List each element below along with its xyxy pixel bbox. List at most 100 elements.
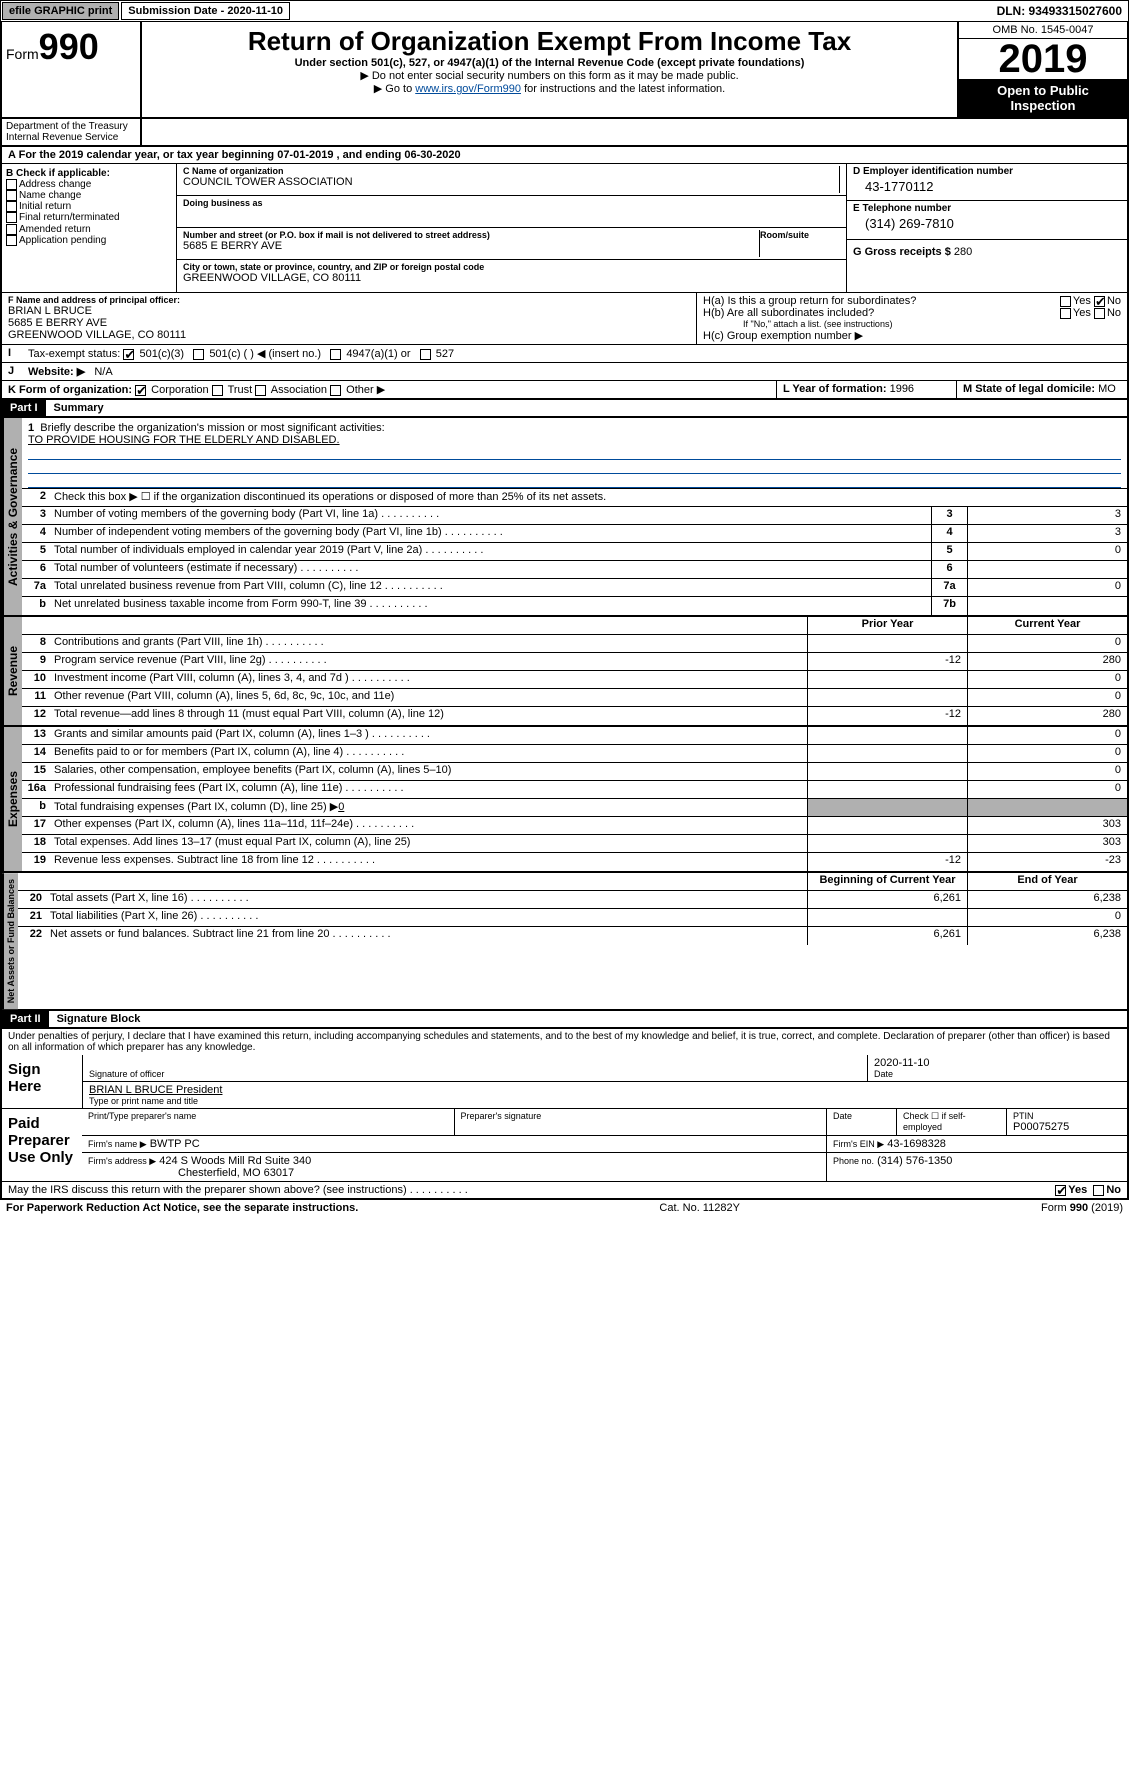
c9: 280 (967, 653, 1127, 670)
part-i-title: Summary (46, 400, 112, 416)
chk-discuss-yes[interactable] (1055, 1185, 1066, 1196)
dba-label: Doing business as (183, 198, 840, 208)
gross-receipts-label: G Gross receipts $ (853, 246, 951, 258)
part-i-header: Part I (2, 400, 46, 416)
ein-label: D Employer identification number (853, 166, 1121, 177)
line-i: I (8, 347, 28, 360)
firm-addr1: 424 S Woods Mill Rd Suite 340 (159, 1155, 311, 1167)
dept-treasury: Department of the Treasury Internal Reve… (2, 119, 142, 145)
part-ii-title: Signature Block (49, 1011, 149, 1027)
website: N/A (94, 366, 112, 378)
chk-final-return[interactable]: Final return/terminated (6, 212, 172, 223)
c13: 0 (967, 727, 1127, 744)
chk-trust[interactable] (212, 385, 223, 396)
dln: DLN: 93493315027600 (991, 2, 1128, 20)
chk-discuss-no[interactable] (1093, 1185, 1104, 1196)
form-header: Form990 Return of Organization Exempt Fr… (0, 22, 1129, 119)
c14: 0 (967, 745, 1127, 762)
val-7b (967, 597, 1127, 615)
c11: 0 (967, 689, 1127, 706)
form-footer: Form 990 (2019) (1041, 1202, 1123, 1214)
line-j: J (8, 365, 28, 378)
form-number: Form990 (6, 26, 136, 68)
efile-button[interactable]: efile GRAPHIC print (2, 2, 119, 20)
city-label: City or town, state or province, country… (183, 262, 840, 272)
line-a-tax-year: A For the 2019 calendar year, or tax yea… (0, 147, 1129, 164)
c17: 303 (967, 817, 1127, 834)
c8: 0 (967, 635, 1127, 652)
c15: 0 (967, 763, 1127, 780)
form-title: Return of Organization Exempt From Incom… (146, 26, 953, 57)
chk-501c[interactable] (193, 349, 204, 360)
city-state-zip: GREENWOOD VILLAGE, CO 80111 (183, 272, 840, 284)
phone: (314) 269-7810 (853, 214, 1121, 237)
chk-501c3[interactable] (123, 349, 134, 360)
chk-initial-return[interactable]: Initial return (6, 201, 172, 212)
tax-exempt-status: Tax-exempt status: 501(c)(3) 501(c) ( ) … (28, 347, 454, 360)
paid-preparer-label: Paid Preparer Use Only (2, 1109, 82, 1181)
tax-year: 2019 (959, 39, 1127, 79)
firm-ein: 43-1698328 (887, 1138, 946, 1150)
state-domicile: MO (1098, 383, 1116, 395)
ein: 43-1770112 (853, 177, 1121, 200)
section-b-checkboxes: B Check if applicable: Address change Na… (2, 164, 177, 292)
ptin: P00075275 (1013, 1121, 1121, 1133)
chk-address-change[interactable]: Address change (6, 179, 172, 190)
val-3: 3 (967, 507, 1127, 524)
h-c: H(c) Group exemption number ▶ (703, 329, 1121, 342)
firm-name: BWTP PC (150, 1138, 200, 1150)
officer-addr1: 5685 E BERRY AVE (8, 317, 690, 329)
chk-assoc[interactable] (255, 385, 266, 396)
firm-addr2: Chesterfield, MO 63017 (88, 1167, 820, 1179)
subtitle-2: ▶ Do not enter social security numbers o… (146, 69, 953, 82)
chk-4947[interactable] (330, 349, 341, 360)
year-formed: 1996 (890, 383, 914, 395)
chk-amended-return[interactable]: Amended return (6, 224, 172, 235)
part-ii-header: Part II (2, 1011, 49, 1027)
sign-here-label: Sign Here (2, 1055, 82, 1108)
tab-governance: Activities & Governance (2, 418, 22, 615)
firm-phone: (314) 576-1350 (877, 1155, 952, 1167)
officer-label: F Name and address of principal officer: (8, 295, 690, 305)
perjury-statement: Under penalties of perjury, I declare th… (0, 1029, 1129, 1055)
val-7a: 0 (967, 579, 1127, 596)
chk-527[interactable] (420, 349, 431, 360)
c18: 303 (967, 835, 1127, 852)
form-of-org: K Form of organization: Corporation Trus… (2, 381, 777, 398)
addr-label: Number and street (or P.O. box if mail i… (183, 230, 759, 240)
e20: 6,238 (967, 891, 1127, 908)
officer-name-title: BRIAN L BRUCE President (89, 1084, 1121, 1096)
open-public-badge: Open to Public Inspection (959, 79, 1127, 117)
tab-expenses: Expenses (2, 727, 22, 871)
officer-addr2: GREENWOOD VILLAGE, CO 80111 (8, 329, 690, 341)
e22: 6,238 (967, 927, 1127, 945)
tab-revenue: Revenue (2, 617, 22, 725)
tab-net-assets: Net Assets or Fund Balances (2, 873, 18, 1009)
discuss-row: May the IRS discuss this return with the… (2, 1182, 1127, 1198)
submission-date: Submission Date - 2020-11-10 (121, 2, 290, 20)
c19: -23 (967, 853, 1127, 871)
org-name-label: C Name of organization (183, 166, 839, 176)
chk-app-pending[interactable]: Application pending (6, 235, 172, 246)
chk-name-change[interactable]: Name change (6, 190, 172, 201)
h-b: H(b) Are all subordinates included? Yes … (703, 307, 1121, 319)
org-name: COUNCIL TOWER ASSOCIATION (183, 176, 839, 188)
chk-other[interactable] (330, 385, 341, 396)
chk-corp[interactable] (135, 385, 146, 396)
subtitle-3: ▶ Go to www.irs.gov/Form990 for instruct… (146, 82, 953, 95)
pra-notice: For Paperwork Reduction Act Notice, see … (6, 1202, 358, 1214)
irs-link[interactable]: www.irs.gov/Form990 (415, 83, 521, 95)
val-5: 0 (967, 543, 1127, 560)
h-b-note: If "No," attach a list. (see instruction… (703, 319, 1121, 329)
e21: 0 (967, 909, 1127, 926)
val-4: 3 (967, 525, 1127, 542)
gross-receipts: 280 (954, 246, 972, 258)
c16a: 0 (967, 781, 1127, 798)
mission: TO PROVIDE HOUSING FOR THE ELDERLY AND D… (28, 434, 1121, 446)
h-a: H(a) Is this a group return for subordin… (703, 295, 1121, 307)
val-6 (967, 561, 1127, 578)
phone-label: E Telephone number (853, 203, 1121, 214)
cat-no: Cat. No. 11282Y (659, 1202, 740, 1214)
subtitle-1: Under section 501(c), 527, or 4947(a)(1)… (146, 57, 953, 69)
c12: 280 (967, 707, 1127, 725)
